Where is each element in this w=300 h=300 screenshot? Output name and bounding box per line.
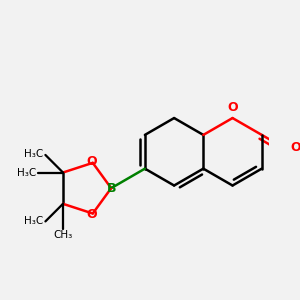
Text: O: O <box>290 141 300 154</box>
Text: O: O <box>227 101 238 115</box>
Text: H₃C: H₃C <box>17 167 36 178</box>
Text: H₃C: H₃C <box>24 215 44 226</box>
Text: CH₃: CH₃ <box>53 230 73 241</box>
Text: B: B <box>106 182 116 195</box>
Text: H₃C: H₃C <box>24 149 44 159</box>
Text: O: O <box>87 155 97 169</box>
Text: O: O <box>87 208 97 221</box>
